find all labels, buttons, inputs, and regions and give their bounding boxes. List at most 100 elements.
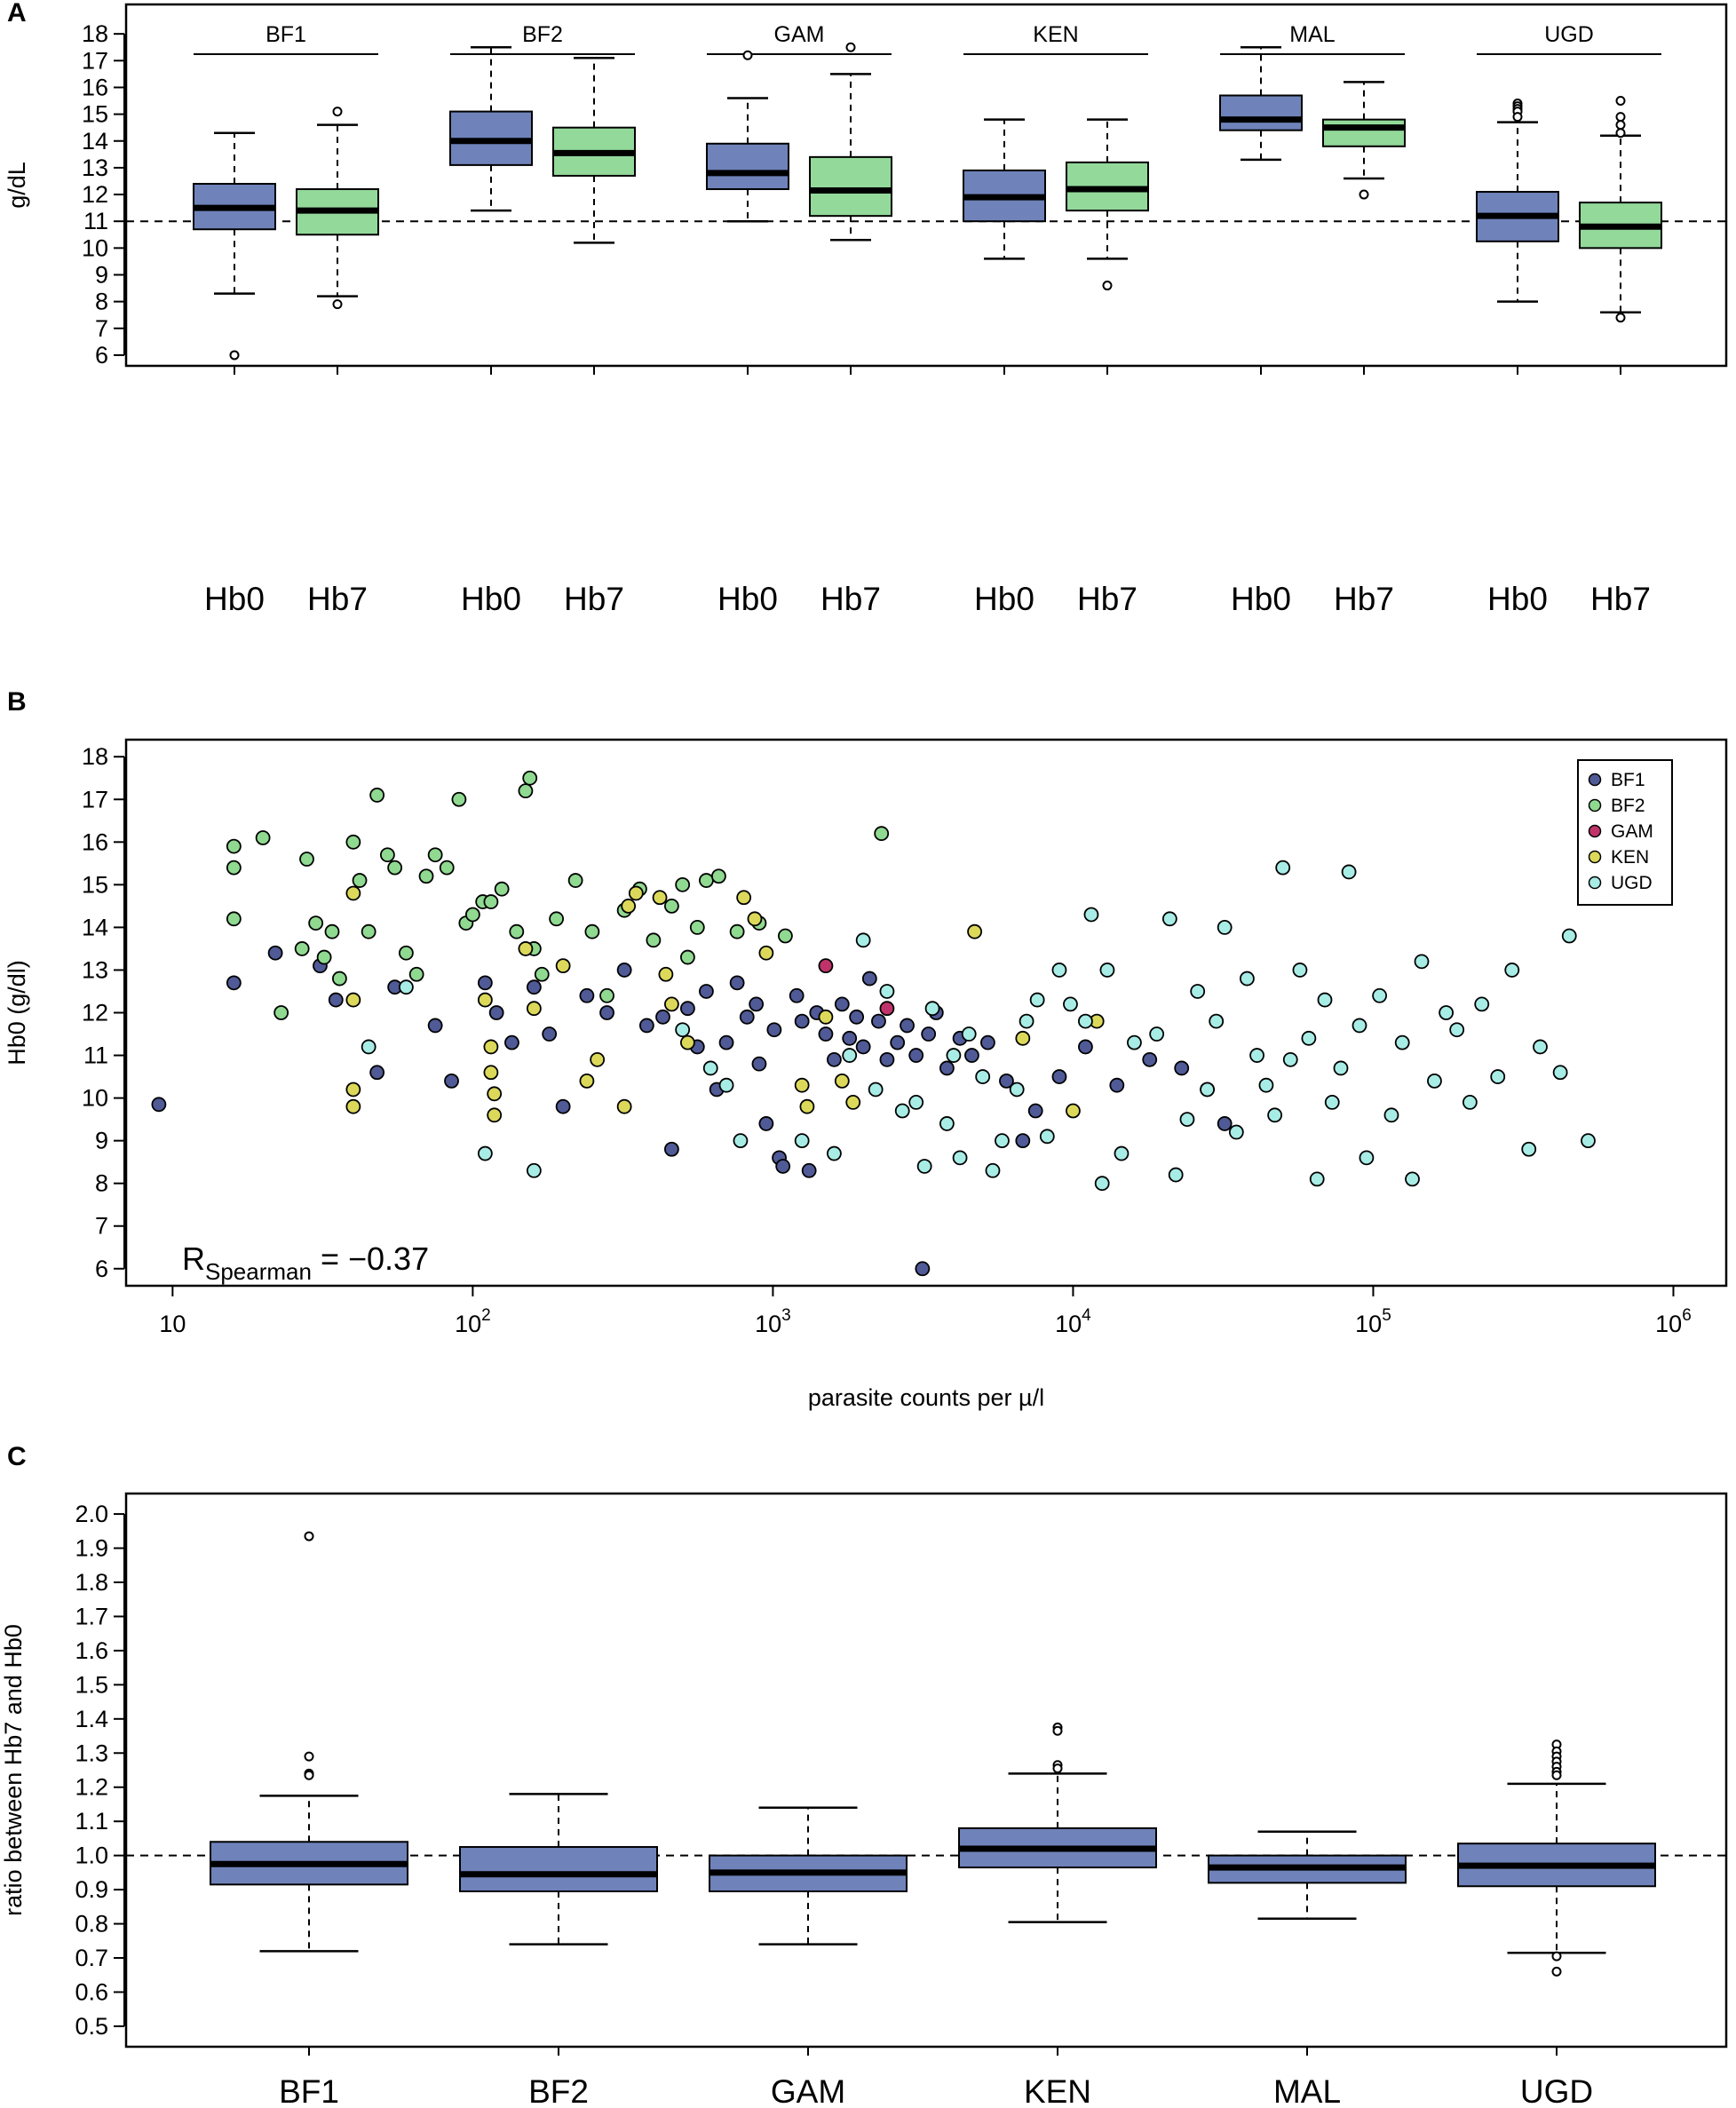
panel-b-scatter: 6 7 8 9 10 11 12 13 14 15 16 17 18 Hb0 (g/dl) 10 102 103… — [4, 738, 1728, 1411]
panel-c-x-tick-label: BF2 — [528, 2073, 589, 2108]
panel-b-point-ugd — [718, 1077, 734, 1093]
panel-b-point-ugd — [827, 1145, 842, 1161]
panel-c-ugd-outlier — [1551, 1966, 1562, 1977]
panel-b-point-bf2 — [361, 923, 377, 939]
panel-b-x-tick-label: 102 — [455, 1306, 491, 1337]
panel-c-y-tick-label: 1.2 — [75, 1774, 108, 1801]
panel-b-point-bf1 — [775, 1159, 791, 1174]
panel-b-point-bf1 — [655, 1009, 670, 1025]
panel-b-point-ken — [579, 1073, 595, 1089]
panel-b-point-bf1 — [542, 1026, 558, 1042]
panel-a-group-label: MAL — [1289, 22, 1336, 47]
panel-b-x-tick-label: 106 — [1655, 1306, 1692, 1337]
panel-a-y-tick-label: 13 — [82, 155, 108, 181]
panel-b-point-bf2 — [729, 923, 745, 939]
panel-a-y-axis-title: g/dL — [4, 162, 30, 209]
panel-b-point-bf2 — [451, 791, 467, 807]
panel-b-y-tick-label: 18 — [82, 743, 108, 770]
panel-b-point-bf2 — [646, 932, 662, 948]
panel-a-x-tick-label: Hb0 — [1487, 581, 1548, 617]
panel-b-point-ugd — [526, 1162, 542, 1178]
panel-b-point-ugd — [1405, 1171, 1420, 1187]
panel-a-y-tick-label: 18 — [82, 20, 108, 47]
panel-b-point-bf1 — [477, 975, 493, 991]
panel-b-point-ugd — [1504, 963, 1520, 978]
panel-c-ugd-outlier — [1551, 1951, 1562, 1961]
panel-b-point-ugd — [1063, 996, 1078, 1012]
panel-b-point-bf2 — [398, 945, 414, 961]
panel-b-point-ugd — [1414, 954, 1430, 970]
panel-b-y-tick-label: 8 — [95, 1170, 108, 1197]
panel-c-y-tick-label: 0.9 — [75, 1876, 108, 1903]
panel-b-point-bf1 — [638, 1018, 654, 1034]
panel-b-point-bf2 — [699, 873, 714, 888]
panel-b-point-bf2 — [483, 894, 499, 909]
panel-b-point-ugd — [1161, 911, 1177, 927]
panel-b-point-bf2 — [379, 847, 395, 863]
panel-b-point-ugd — [1275, 860, 1291, 876]
panel-b-point-bf1 — [842, 1030, 858, 1046]
panel-b-point-bf2 — [874, 826, 890, 842]
panel-b-point-bf1 — [579, 987, 595, 1003]
panel-c-y-tick-label: 1.1 — [75, 1808, 108, 1835]
panel-b-point-ugd — [1083, 907, 1099, 923]
panel-b-point-ugd — [855, 932, 871, 948]
panel-b-point-ugd — [946, 1048, 962, 1063]
panel-b-point-ken — [555, 958, 571, 974]
panel-a-gam-hb7-outlier — [845, 42, 856, 52]
panel-b-point-ugd — [1267, 1107, 1283, 1123]
panel-b-point-ken — [799, 1098, 815, 1114]
panel-c-bf1-outlier — [304, 1770, 314, 1780]
panel-a-x-tick-label: Hb7 — [1590, 581, 1651, 617]
panel-b-point-ugd — [1352, 1018, 1367, 1034]
panel-a-frame — [124, 3, 1728, 368]
panel-b-point-ken — [1015, 1030, 1031, 1046]
panel-c-ken-outlier — [1052, 1763, 1063, 1774]
panel-a-bf1-hb7-outlier — [332, 299, 343, 310]
panel-b-point-bf2 — [464, 907, 480, 923]
panel-b-point-ugd — [939, 1116, 955, 1131]
panel-b-point-bf1 — [915, 1261, 931, 1277]
panel-a-ugd-hb0-outlier — [1512, 112, 1523, 123]
panel-b-point-ken — [628, 885, 644, 901]
panel-b-legend-marker — [1588, 773, 1602, 787]
panel-a-group-label: UGD — [1544, 22, 1594, 47]
panel-b-point-bf2 — [352, 873, 368, 888]
panel-b-point-bf1 — [766, 1022, 782, 1038]
panel-b-point-bf1 — [789, 987, 805, 1003]
panel-b-point-bf1 — [818, 1026, 834, 1042]
panel-b-point-ugd — [1240, 971, 1255, 987]
panel-b-point-bf2 — [226, 860, 242, 876]
panel-a-letter: A — [7, 0, 27, 28]
panel-b-point-bf2 — [308, 915, 324, 931]
panel-b-point-bf2 — [599, 987, 614, 1003]
panel-b-point-ugd — [1217, 920, 1233, 935]
panel-b-point-ken — [658, 966, 674, 982]
panel-b-point-ken — [747, 911, 763, 927]
panel-b-point-bf2 — [408, 966, 424, 982]
panel-a-y-tick-label: 14 — [82, 128, 108, 155]
panel-b-frame — [124, 738, 1728, 1288]
panel-b-legend-marker — [1588, 850, 1602, 864]
panel-b-point-bf2 — [387, 860, 403, 876]
panel-b-point-bf1 — [526, 979, 542, 995]
panel-a-y-tick-label: 7 — [95, 315, 108, 342]
panel-b-point-ugd — [868, 1082, 884, 1098]
panel-a-x-tick-label: Hb0 — [461, 581, 521, 617]
panel-c-bf1-outlier — [304, 1531, 314, 1541]
panel-b-point-ken — [518, 941, 534, 956]
panel-b-point-bf1 — [827, 1051, 842, 1067]
panel-b-point-bf1 — [751, 1056, 767, 1072]
panel-b-y-tick-label: 9 — [95, 1128, 108, 1154]
panel-c-x-tick-label: GAM — [771, 2073, 845, 2108]
panel-b-point-bf2 — [680, 949, 695, 965]
panel-b-point-bf1 — [849, 1009, 865, 1025]
panel-b-point-ugd — [1029, 992, 1045, 1008]
panel-b-point-bf1 — [739, 1009, 755, 1025]
panel-a-ugd-hb7-outlier — [1615, 128, 1626, 139]
panel-b-point-bf1 — [834, 996, 850, 1012]
panel-b-point-bf2 — [226, 838, 242, 854]
panel-b-point-bf1 — [908, 1048, 924, 1063]
panel-c-x-tick-label: BF1 — [279, 2073, 339, 2108]
panel-b-x-tick-label: 10 — [159, 1311, 186, 1337]
